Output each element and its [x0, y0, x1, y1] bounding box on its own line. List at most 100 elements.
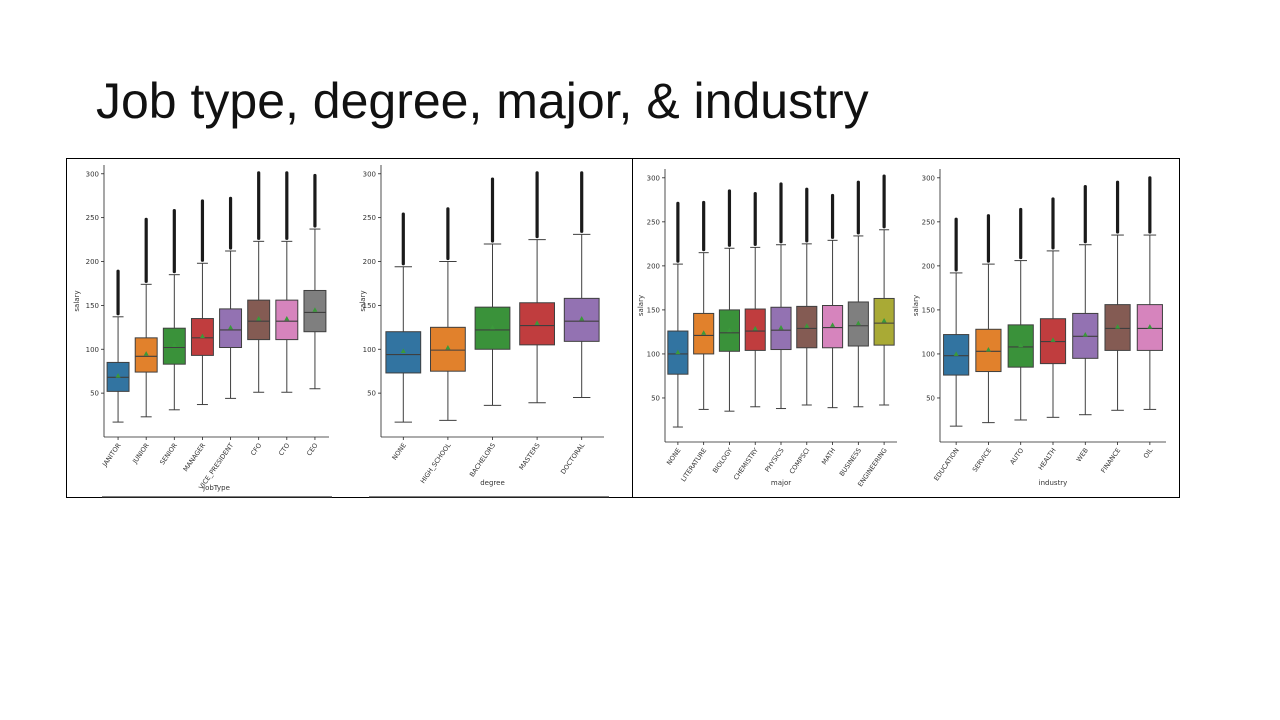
box-web: [1072, 185, 1099, 416]
x-tick-label: DOCTORAL: [559, 441, 586, 475]
x-tick-label: JUNIOR: [130, 441, 151, 466]
x-tick-label: SERVICE: [971, 447, 993, 474]
mean-marker: [1018, 342, 1024, 348]
box-service: [975, 214, 1002, 424]
iqr-box: [519, 302, 555, 346]
y-tick-label: 250: [922, 218, 935, 226]
x-tick-label: MASTERS: [517, 442, 541, 472]
y-tick-label: 150: [363, 302, 376, 310]
x-tick-label: LITERATURE: [679, 447, 708, 484]
chart-panel-right: 50 100 150 200 250 300 salary NONE LITERATURE BIO…: [632, 158, 1180, 498]
x-tick-label: CHEMISTRY: [732, 447, 760, 482]
box-health: [1039, 197, 1067, 418]
mean-marker: [199, 333, 205, 339]
x-tick-label: MANAGER: [182, 441, 208, 473]
chart-panel-left: 50 100 150 200 250 300 salary JANITOR JUNIOR SENI…: [66, 158, 633, 498]
mean-marker: [534, 320, 540, 325]
x-tick-label: BACHELORS: [468, 442, 497, 479]
x-tick-label: CEO: [305, 442, 319, 458]
y-tick-label: 250: [86, 214, 99, 222]
y-axis-label: salary: [637, 295, 645, 316]
box-math: [822, 193, 844, 409]
y-tick-label: 100: [86, 346, 99, 354]
mean-marker: [804, 323, 810, 328]
box-doctoral: [563, 171, 600, 399]
y-axis-label: salary: [73, 290, 81, 311]
y-tick-label: 300: [86, 170, 99, 178]
mean-marker: [752, 325, 758, 331]
y-tick-label: 50: [90, 390, 99, 398]
mean-marker: [256, 316, 262, 321]
boxplot-industry: 50 100 150 200 250 300 salary EDUCATION SERVICE A…: [912, 169, 1166, 487]
y-axis-label: salary: [912, 295, 920, 316]
y-tick-label: 100: [647, 350, 660, 358]
box-cto: [275, 171, 299, 393]
x-axis-label: degree: [480, 479, 505, 487]
x-tick-label: SENIOR: [158, 441, 179, 466]
mean-marker: [171, 342, 177, 347]
x-tick-label: HIGH_SCHOOL: [419, 441, 453, 485]
box-none: [667, 201, 689, 428]
mean-marker: [312, 307, 318, 312]
x-tick-label: HEALTH: [1037, 446, 1058, 471]
box-manager: [190, 199, 214, 406]
x-tick-label: JANITOR: [100, 441, 123, 469]
y-tick-label: 300: [922, 174, 935, 182]
x-tick-label: CTO: [277, 442, 291, 458]
box-business: [847, 180, 869, 408]
x-tick-label: BIOLOGY: [711, 447, 734, 475]
mean-marker: [778, 325, 784, 330]
box-high-school: [430, 207, 466, 421]
box-none: [385, 212, 422, 423]
y-tick-label: 200: [647, 262, 660, 270]
box-biology: [718, 189, 740, 412]
mean-marker: [830, 322, 836, 327]
box-masters: [519, 171, 555, 404]
box-engineering: [873, 174, 895, 406]
y-tick-label: 300: [647, 174, 660, 182]
x-tick-label: PHYSICS: [763, 447, 785, 474]
mean-marker: [228, 324, 234, 330]
slide-title: Job type, degree, major, & industry: [96, 73, 869, 129]
mean-marker: [1115, 324, 1121, 329]
x-tick-label: COMPSCI: [788, 446, 812, 475]
box-auto: [1007, 207, 1034, 421]
y-tick-label: 100: [363, 346, 376, 354]
mean-marker: [881, 317, 887, 323]
box-cfo: [247, 171, 271, 393]
x-tick-label: BUSINESS: [838, 447, 863, 478]
x-tick-label: OIL: [1142, 446, 1155, 460]
box-compsci: [796, 187, 818, 406]
y-tick-label: 200: [363, 258, 376, 266]
y-tick-label: 150: [922, 306, 935, 314]
x-tick-label: CFO: [249, 442, 263, 458]
mean-marker: [1147, 324, 1153, 329]
mean-marker: [726, 327, 732, 333]
mean-marker: [115, 373, 121, 378]
box-education: [943, 217, 970, 427]
mean-marker: [855, 320, 861, 326]
mean-marker: [143, 351, 149, 356]
box-junior: [134, 217, 158, 418]
y-axis-label: salary: [359, 290, 367, 311]
y-tick-label: 150: [86, 302, 99, 310]
x-tick-label: NONE: [391, 442, 408, 462]
y-tick-label: 300: [363, 170, 376, 178]
box-oil: [1136, 176, 1163, 410]
x-tick-label: NONE: [665, 447, 682, 467]
mean-marker: [1082, 332, 1088, 337]
y-tick-label: 200: [86, 258, 99, 266]
x-tick-label: AUTO: [1008, 447, 1025, 467]
mean-marker: [701, 330, 707, 335]
x-axis-label: jobType: [202, 484, 230, 492]
boxplot-degree: 50 100 150 200 250 300 salary NONE HIGH_SCHOOL BA…: [359, 165, 609, 498]
y-tick-label: 250: [647, 218, 660, 226]
x-axis-label: major: [771, 479, 791, 487]
mean-marker: [675, 349, 681, 355]
box-ceo: [303, 173, 327, 390]
box-chemistry: [744, 192, 766, 408]
mean-marker: [953, 351, 959, 356]
x-tick-label: EDUCATION: [932, 446, 961, 482]
box-literature: [693, 200, 715, 410]
